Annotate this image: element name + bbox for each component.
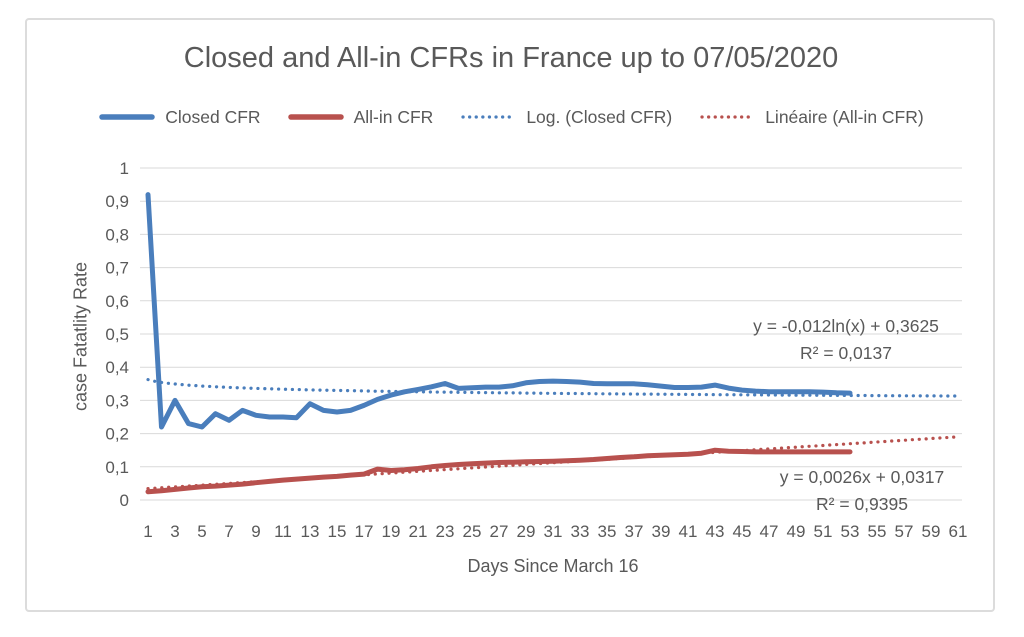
legend-label: Linéaire (All-in CFR) <box>765 106 924 127</box>
y-tick-label: 0,1 <box>105 458 129 477</box>
x-tick-label: 41 <box>679 522 698 541</box>
legend-label: All-in CFR <box>353 106 434 127</box>
x-tick-label: 33 <box>571 522 590 541</box>
x-tick-label: 29 <box>517 522 536 541</box>
all-in-cfr-line-swatch <box>287 114 344 120</box>
x-tick-label: 37 <box>625 522 644 541</box>
x-tick-label: 39 <box>652 522 671 541</box>
x-tick-label: 25 <box>463 522 482 541</box>
x-tick-label: 7 <box>224 522 233 541</box>
x-tick-label: 53 <box>841 522 860 541</box>
trendline <box>146 378 960 398</box>
log-trendline-equation: y = -0,012ln(x) + 0,3625 <box>753 316 939 336</box>
x-tick-label: 35 <box>598 522 617 541</box>
linear-trendline-swatch <box>700 115 754 119</box>
x-tick-label: 43 <box>706 522 725 541</box>
legend-label: Closed CFR <box>165 106 261 127</box>
x-tick-label: 9 <box>251 522 260 541</box>
y-tick-label: 0,9 <box>105 192 129 211</box>
x-tick-label: 3 <box>170 522 179 541</box>
log-trendline-swatch <box>461 115 515 119</box>
legend: Closed CFR All-in CFR Log. (Closed CFR) … <box>25 104 997 130</box>
y-tick-label: 1 <box>120 159 129 178</box>
linear-trendline-r2: R² = 0,9395 <box>816 494 908 514</box>
closed-cfr-line-swatch <box>99 114 156 120</box>
legend-label: Log. (Closed CFR) <box>526 106 673 127</box>
y-tick-label: 0,6 <box>105 292 129 311</box>
x-tick-label: 31 <box>544 522 563 541</box>
log-trendline-r2: R² = 0,0137 <box>800 343 892 363</box>
x-tick-label: 57 <box>895 522 914 541</box>
x-tick-label: 19 <box>382 522 401 541</box>
x-tick-label: 61 <box>949 522 968 541</box>
linear-trendline-equation: y = 0,0026x + 0,0317 <box>779 467 945 487</box>
log-trendline-annotation: y = -0,012ln(x) + 0,3625 R² = 0,0137 <box>690 313 1002 367</box>
x-tick-label: 5 <box>197 522 206 541</box>
data-series-line <box>145 447 853 495</box>
x-axis-title: Days Since March 16 <box>467 556 639 576</box>
x-tick-label: 13 <box>301 522 320 541</box>
y-tick-label: 0,2 <box>105 425 129 444</box>
x-tick-label: 55 <box>868 522 887 541</box>
x-tick-label: 15 <box>328 522 347 541</box>
y-tick-label: 0,3 <box>105 391 129 410</box>
x-tick-label: 51 <box>814 522 833 541</box>
x-tick-label: 11 <box>274 522 292 541</box>
x-tick-label: 21 <box>409 522 428 541</box>
y-tick-label: 0 <box>120 491 129 510</box>
y-tick-label: 0,5 <box>105 325 129 344</box>
x-tick-label: 27 <box>490 522 509 541</box>
x-tick-label: 47 <box>760 522 779 541</box>
x-tick-label: 45 <box>733 522 752 541</box>
x-tick-label: 59 <box>922 522 941 541</box>
linear-trendline-annotation: y = 0,0026x + 0,0317 R² = 0,9395 <box>712 464 1012 518</box>
x-tick-label: 1 <box>143 522 152 541</box>
legend-item-closed-cfr: Closed CFR <box>98 106 261 128</box>
y-tick-label: 0,8 <box>105 225 129 244</box>
chart-title: Closed and All-in CFRs in France up to 0… <box>183 42 839 74</box>
legend-item-lineaire-all-in-cfr: Linéaire (All-in CFR) <box>698 107 924 128</box>
legend-item-log-closed-cfr: Log. (Closed CFR) <box>459 107 672 128</box>
data-series-line <box>145 192 853 430</box>
y-tick-label: 0,7 <box>105 259 129 278</box>
y-axis-title: case Fatatlity Rate <box>70 261 91 412</box>
legend-item-all-in-cfr: All-in CFR <box>287 106 434 128</box>
x-tick-label: 17 <box>355 522 374 541</box>
y-tick-label: 0,4 <box>105 358 129 377</box>
x-tick-label: 49 <box>787 522 806 541</box>
x-tick-label: 23 <box>436 522 455 541</box>
